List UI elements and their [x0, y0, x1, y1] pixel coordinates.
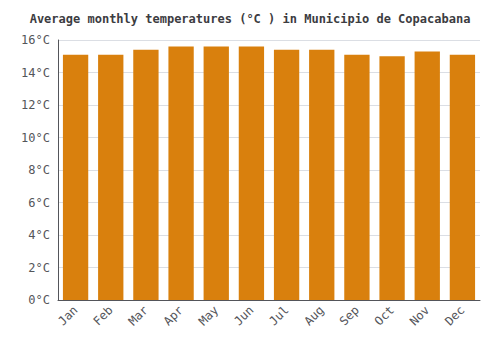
svg-text:Mar: Mar	[126, 303, 151, 328]
svg-text:May: May	[196, 303, 221, 328]
svg-text:8°C: 8°C	[28, 163, 50, 177]
svg-text:0°C: 0°C	[28, 293, 50, 307]
svg-text:Nov: Nov	[407, 303, 432, 328]
svg-text:Aug: Aug	[301, 303, 326, 328]
svg-text:6°C: 6°C	[28, 196, 50, 210]
svg-text:4°C: 4°C	[28, 228, 50, 242]
svg-text:Jul: Jul	[266, 303, 291, 328]
svg-text:Oct: Oct	[372, 303, 397, 328]
svg-text:2°C: 2°C	[28, 261, 50, 275]
svg-text:Jan: Jan	[55, 303, 80, 328]
svg-text:16°C: 16°C	[21, 33, 50, 47]
svg-text:14°C: 14°C	[21, 66, 50, 80]
svg-text:Apr: Apr	[161, 303, 186, 328]
svg-text:Feb: Feb	[90, 303, 115, 328]
svg-text:10°C: 10°C	[21, 131, 50, 145]
svg-text:Dec: Dec	[442, 303, 467, 328]
svg-text:Sep: Sep	[337, 303, 362, 328]
svg-text:Jun: Jun	[231, 303, 256, 328]
svg-text:12°C: 12°C	[21, 98, 50, 112]
svg-text:Average monthly temperatures (: Average monthly temperatures (°C ) in Mu…	[30, 12, 471, 26]
